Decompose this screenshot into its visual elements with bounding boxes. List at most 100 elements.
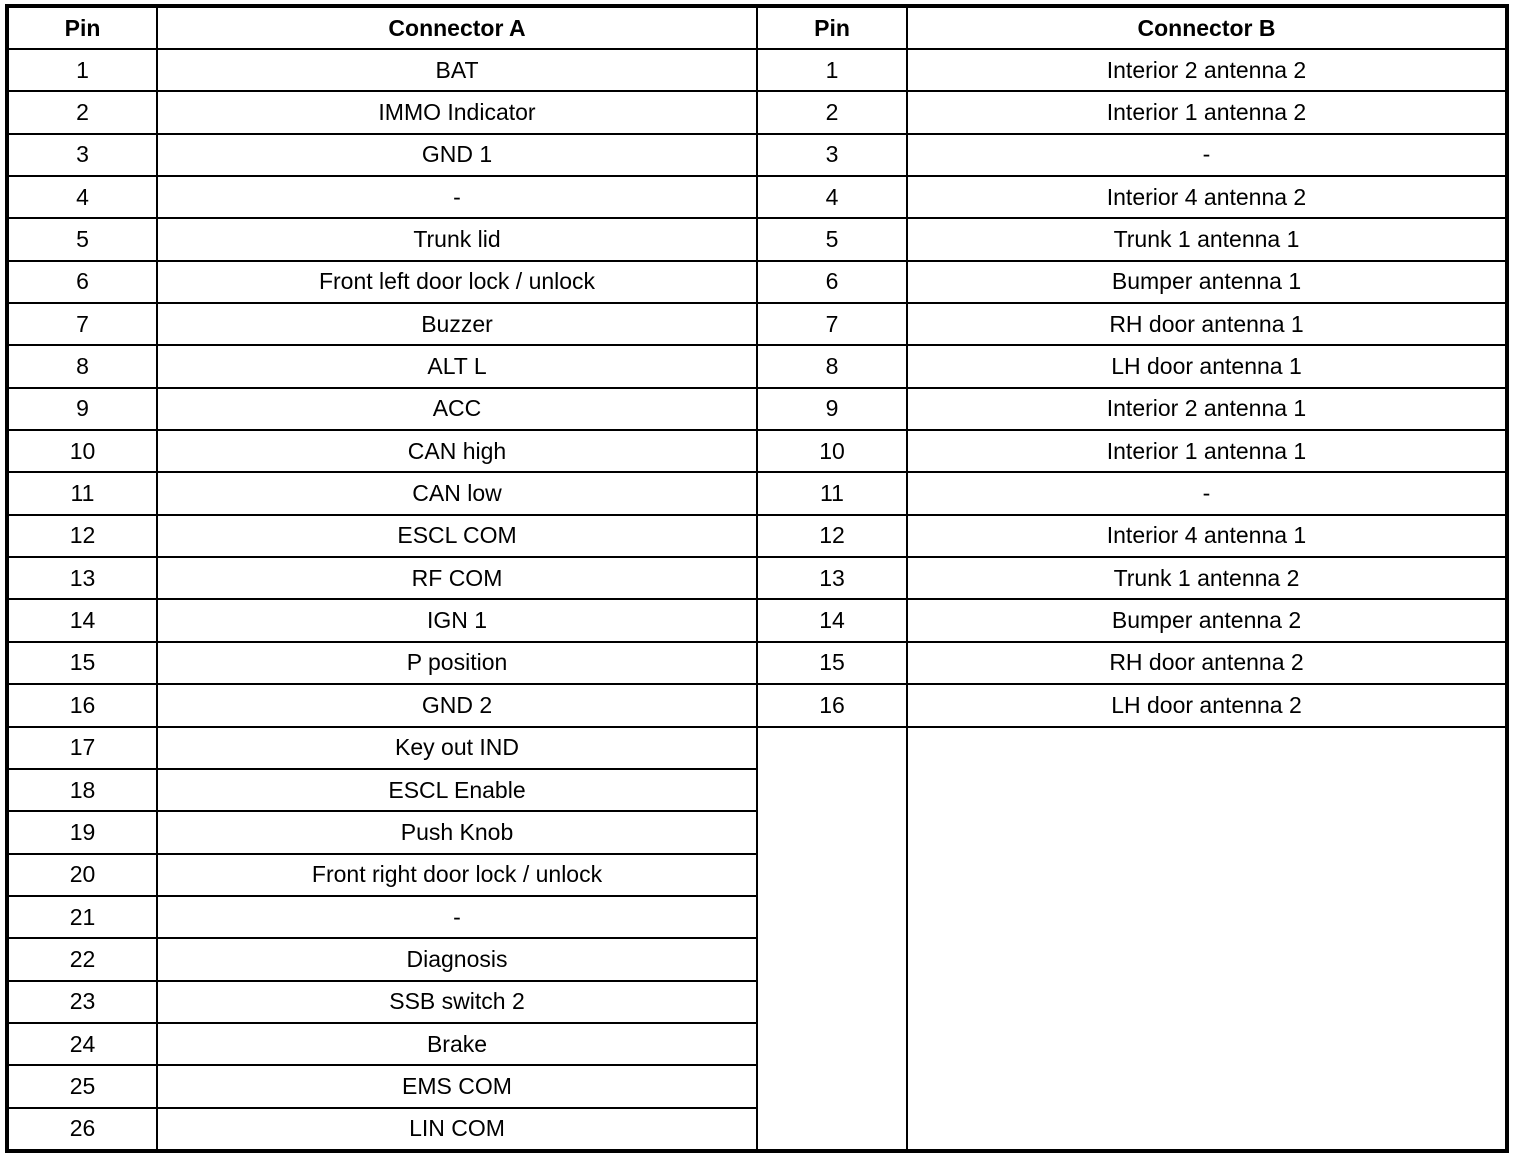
- pin-a-cell: 9: [6, 386, 158, 432]
- table-row: 2 IMMO Indicator 2 Interior 1 antenna 2: [6, 90, 1508, 135]
- pin-a-cell: 7: [6, 302, 158, 347]
- connector-b-cell: Bumper antenna 2: [906, 598, 1508, 643]
- table-row: 24 Brake: [6, 1021, 1507, 1067]
- pin-b-cell: 10: [756, 429, 908, 474]
- table-row: 22 Diagnosis: [6, 937, 1507, 982]
- table-row: 17 Key out IND: [6, 725, 1508, 1152]
- pin-b-cell: 4: [756, 175, 908, 220]
- connector-a-cell: ALT L: [156, 344, 758, 389]
- header-pin-b: Pin: [756, 5, 908, 50]
- pin-a-cell: 17: [6, 725, 158, 770]
- connector-a-cell: ESCL Enable: [156, 767, 758, 813]
- table-row: 23 SSB switch 2: [6, 979, 1507, 1024]
- connector-a-cell: BAT: [156, 47, 758, 93]
- pin-a-cell: 25: [6, 1064, 158, 1109]
- connector-b-cell: Interior 4 antenna 2: [906, 175, 1508, 220]
- header-pin-a: Pin: [6, 5, 158, 50]
- pin-a-cell: 8: [6, 344, 158, 389]
- table-row: 4-4 Interior 4 antenna 2: [6, 175, 1508, 220]
- pin-b-cell: 15: [756, 640, 908, 686]
- table-row: 1 BAT 1 Interior 2 antenna 2: [6, 47, 1508, 93]
- pin-a-cell: 24: [6, 1021, 158, 1067]
- pin-b-cell: 11: [756, 471, 908, 516]
- pin-a-cell: 15: [6, 640, 158, 686]
- connector-b-cell: RH door antenna 1: [906, 302, 1508, 347]
- pin-a-cell: 14: [6, 598, 158, 643]
- pin-a-cell: 10: [6, 429, 158, 474]
- pin-b-cell: 12: [756, 513, 908, 559]
- pin-a-cell: 5: [6, 217, 158, 262]
- connector-b-cell: LH door antenna 2: [906, 683, 1508, 728]
- table-row: 13 RF COM 13 Trunk 1 antenna 2: [6, 556, 1508, 601]
- header-row: Pin Connector A Pin Connector B: [6, 5, 1508, 50]
- connector-b-cell: Bumper antenna 1: [906, 259, 1508, 305]
- pin-a-cell: 22: [6, 937, 158, 982]
- connector-a-cell: RF COM: [156, 556, 758, 601]
- connector-a-cell: P position: [156, 640, 758, 686]
- table-row: 10 CAN high 10 Interior 1 antenna 1: [6, 429, 1508, 474]
- table-row: 21-: [6, 894, 1507, 940]
- connector-a-cell: -: [156, 175, 758, 220]
- connector-a-cell: Buzzer: [156, 302, 758, 347]
- connector-b-cell: -: [906, 471, 1508, 516]
- connector-b-cell: Interior 1 antenna 1: [906, 429, 1508, 474]
- pin-a-cell: 21: [6, 894, 158, 940]
- pin-a-cell: 26: [6, 1106, 158, 1153]
- table-row: 26 LIN COM: [6, 1106, 1507, 1153]
- pin-b-cell: 13: [756, 556, 908, 601]
- pin-a-cell: 13: [6, 556, 158, 601]
- connector-b-cell: Interior 4 antenna 1: [906, 513, 1508, 559]
- connector-b-cell: RH door antenna 2: [906, 640, 1508, 686]
- connector-a-cell: Trunk lid: [156, 217, 758, 262]
- pin-a-cell: 4: [6, 175, 158, 220]
- connector-a-cell: CAN low: [156, 471, 758, 516]
- connector-a-cell: Diagnosis: [156, 937, 758, 982]
- table-row: 15 P position 15 RH door antenna 2: [6, 640, 1508, 686]
- connector-a-cell: IMMO Indicator: [156, 90, 758, 135]
- pin-b-cell: 6: [756, 259, 908, 305]
- table-row: 14 IGN 1 14 Bumper antenna 2: [6, 598, 1508, 643]
- connector-a-cell: SSB switch 2: [156, 979, 758, 1024]
- pin-b-cell: 7: [756, 302, 908, 347]
- pin-a-cell: 23: [6, 979, 158, 1024]
- table-row: 6 Front left door lock / unlock 6 Bumper an…: [6, 259, 1508, 305]
- connector-b-cell: Interior 2 antenna 1: [906, 386, 1508, 432]
- pin-a-cell: 18: [6, 767, 158, 813]
- pin-a-cell: 11: [6, 471, 158, 516]
- connector-b-cell: Interior 2 antenna 2: [906, 47, 1508, 93]
- table-row: 19 Push Knob: [6, 810, 1507, 855]
- connector-b-cell: Interior 1 antenna 2: [906, 90, 1508, 135]
- connector-a-cell: GND 1: [156, 132, 758, 178]
- connector-pinout-table: Pin Connector A Pin Connector B 1 BAT 1 Int…: [5, 4, 1509, 1153]
- table-row: 5 Trunk lid 5 Trunk 1 antenna 1: [6, 217, 1508, 262]
- pin-b-cell: 1: [756, 47, 908, 93]
- connector-a-cell: Brake: [156, 1021, 758, 1067]
- pin-b-cell: 3: [756, 132, 908, 178]
- pin-a-cell: 16: [6, 683, 158, 728]
- pin-a-cell: 19: [6, 810, 158, 855]
- pin-a-cell: 12: [6, 513, 158, 559]
- connector-a-cell: EMS COM: [156, 1064, 758, 1109]
- connector-a-cell: ESCL COM: [156, 513, 758, 559]
- connector-b-cell: -: [906, 132, 1508, 178]
- table-row: 7 Buzzer 7 RH door antenna 1: [6, 302, 1508, 347]
- empty-pin-b-cell: [756, 725, 908, 1152]
- pin-b-cell: 5: [756, 217, 908, 262]
- table-row: 18 ESCL Enable: [6, 767, 1507, 813]
- connector-a-cell: Push Knob: [156, 810, 758, 855]
- table-row: 12 ESCL COM 12 Interior 4 antenna 1: [6, 513, 1508, 559]
- connector-a-cell: GND 2: [156, 683, 758, 728]
- table-row: 8 ALT L 8 LH door antenna 1: [6, 344, 1508, 389]
- connector-b-cell: LH door antenna 1: [906, 344, 1508, 389]
- pin-a-cell: 3: [6, 132, 158, 178]
- table-row: 9 ACC 9 Interior 2 antenna 1: [6, 386, 1508, 432]
- connector-b-cell: Trunk 1 antenna 2: [906, 556, 1508, 601]
- empty-connector-b-cell: [906, 725, 1508, 1152]
- connector-a-cell: LIN COM: [156, 1106, 758, 1153]
- pin-a-cell: 6: [6, 259, 158, 305]
- connector-a-cell: CAN high: [156, 429, 758, 474]
- connector-a-cell: ACC: [156, 386, 758, 432]
- pin-a-cell: 1: [6, 47, 158, 93]
- connector-b-cell: Trunk 1 antenna 1: [906, 217, 1508, 262]
